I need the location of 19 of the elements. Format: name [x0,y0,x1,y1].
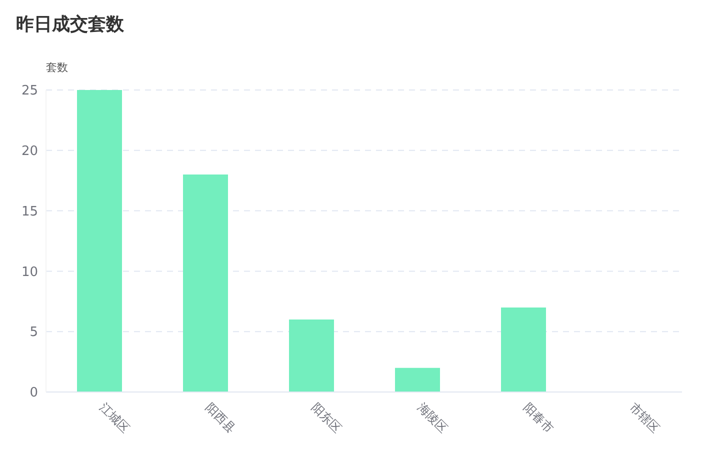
y-tick-label: 15 [21,204,38,220]
bar [77,90,122,392]
y-tick-label: 10 [21,264,38,280]
x-tick-label: 海陵区 [414,400,450,436]
y-axis-title: 套数 [46,60,68,75]
x-tick-label: 阳春市 [520,400,556,436]
bar [501,307,546,392]
bar [289,320,334,392]
bar [183,174,228,392]
y-tick-label: 5 [30,325,38,340]
x-tick-label: 阳东区 [308,400,344,436]
y-tick-label: 25 [21,84,38,99]
chart-title: 昨日成交套数 [16,13,124,36]
bar [395,368,440,392]
y-tick-label: 0 [30,386,38,401]
x-tick-label: 江城区 [96,400,132,436]
x-tick-label: 市辖区 [626,400,662,436]
x-tick-label: 阳西县 [202,400,238,436]
y-tick-label: 20 [21,144,38,160]
